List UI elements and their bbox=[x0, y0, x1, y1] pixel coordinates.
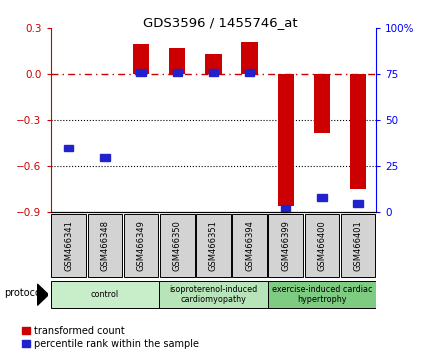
Bar bbox=[209, 69, 218, 76]
Text: GSM466401: GSM466401 bbox=[354, 220, 363, 270]
Text: GSM466349: GSM466349 bbox=[136, 220, 146, 270]
Text: GSM466348: GSM466348 bbox=[100, 219, 110, 271]
Bar bbox=[64, 144, 73, 152]
FancyBboxPatch shape bbox=[159, 281, 268, 308]
Text: isoproterenol-induced
cardiomyopathy: isoproterenol-induced cardiomyopathy bbox=[169, 285, 257, 304]
Bar bbox=[278, 74, 294, 206]
Text: GDS3596 / 1455746_at: GDS3596 / 1455746_at bbox=[143, 16, 297, 29]
Bar bbox=[281, 205, 290, 212]
FancyBboxPatch shape bbox=[51, 281, 159, 308]
Text: GSM466399: GSM466399 bbox=[281, 220, 290, 270]
Bar bbox=[353, 200, 363, 207]
Bar bbox=[133, 44, 149, 74]
Bar bbox=[314, 74, 330, 133]
Text: GSM466400: GSM466400 bbox=[317, 220, 326, 270]
FancyBboxPatch shape bbox=[304, 214, 339, 276]
FancyBboxPatch shape bbox=[232, 214, 267, 276]
FancyBboxPatch shape bbox=[268, 281, 376, 308]
Text: exercise-induced cardiac
hypertrophy: exercise-induced cardiac hypertrophy bbox=[271, 285, 372, 304]
FancyBboxPatch shape bbox=[160, 214, 194, 276]
Text: GSM466351: GSM466351 bbox=[209, 220, 218, 270]
FancyBboxPatch shape bbox=[124, 214, 158, 276]
Bar bbox=[242, 42, 258, 74]
Text: GSM466341: GSM466341 bbox=[64, 220, 73, 270]
Bar bbox=[245, 69, 254, 76]
Text: GSM466350: GSM466350 bbox=[173, 220, 182, 270]
Bar bbox=[172, 69, 182, 76]
Bar bbox=[100, 154, 110, 161]
Text: protocol: protocol bbox=[4, 288, 44, 298]
Legend: transformed count, percentile rank within the sample: transformed count, percentile rank withi… bbox=[22, 326, 199, 349]
FancyBboxPatch shape bbox=[88, 214, 122, 276]
Bar bbox=[350, 74, 366, 189]
Bar bbox=[169, 48, 185, 74]
FancyBboxPatch shape bbox=[51, 214, 86, 276]
Bar bbox=[317, 194, 326, 201]
FancyBboxPatch shape bbox=[196, 214, 231, 276]
Text: GSM466394: GSM466394 bbox=[245, 220, 254, 270]
Bar bbox=[136, 69, 146, 76]
FancyBboxPatch shape bbox=[268, 214, 303, 276]
FancyBboxPatch shape bbox=[341, 214, 375, 276]
Polygon shape bbox=[37, 284, 48, 305]
Bar bbox=[205, 55, 221, 74]
Text: control: control bbox=[91, 290, 119, 299]
